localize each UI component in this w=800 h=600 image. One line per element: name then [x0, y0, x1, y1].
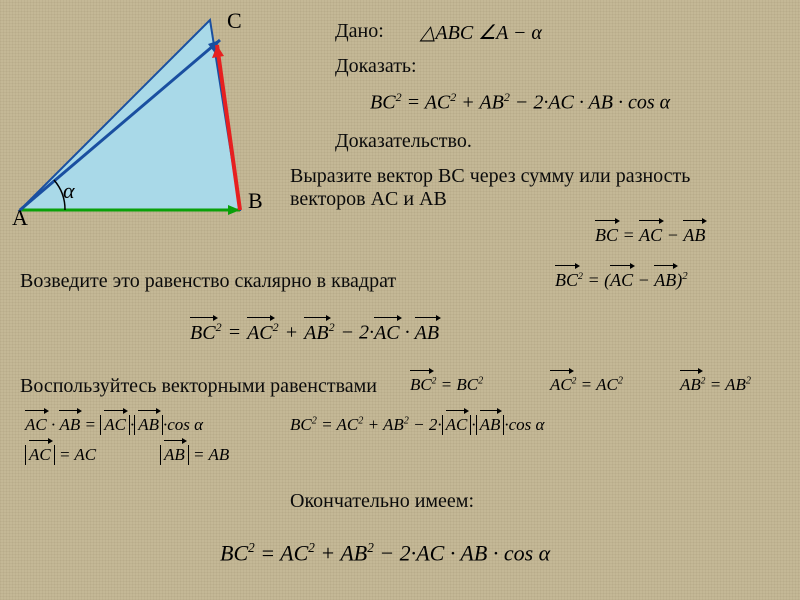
express-text: Выразите вектор BC через сумму или разно…	[290, 165, 770, 211]
mag-ac: AC = AC	[25, 445, 96, 465]
label-b: B	[248, 188, 263, 214]
bc-eq-ac-minus-ab: BC = AC − AB	[595, 225, 705, 246]
law-of-cosines-formula: BC2 = AC2 + AB2 − 2·AC · AB · cos α	[370, 90, 670, 115]
vec-eq-2: AC2 = AC2	[550, 375, 623, 395]
given-label: Дано:	[335, 20, 384, 43]
proof-label: Доказательство.	[335, 130, 472, 153]
final-text: Окончательно имеем:	[290, 490, 474, 513]
triangle-diagram	[10, 10, 280, 240]
label-alpha: α	[63, 178, 75, 204]
dot-product-def: AC · AB = AC·AB·cos α	[25, 415, 203, 435]
expansion-vectors: BC2=AC2+AB2− 2·AC · AB	[190, 320, 439, 345]
vec-eq-3: AB2 = AB2	[680, 375, 751, 395]
final-formula: BC2 = AC2 + AB2 − 2·AC · AB · cos α	[220, 540, 550, 566]
given-items: △ABC ∠A − α	[420, 20, 542, 45]
label-a: A	[12, 205, 28, 231]
bc2-eq-paren: BC2 = (AC − AB)2	[555, 270, 688, 291]
use-eq-text: Воспользуйтесь векторными равенствами	[20, 375, 377, 398]
label-c: C	[227, 8, 242, 34]
prove-label: Доказать:	[335, 55, 417, 78]
vec-eq-1: BC2 = BC2	[410, 375, 483, 395]
square-text: Возведите это равенство скалярно в квадр…	[20, 270, 396, 293]
substituted-formula: BC2 = AC2 + AB2 − 2·AC·AB·cos α	[290, 415, 544, 435]
mag-ab: AB = AB	[160, 445, 229, 465]
